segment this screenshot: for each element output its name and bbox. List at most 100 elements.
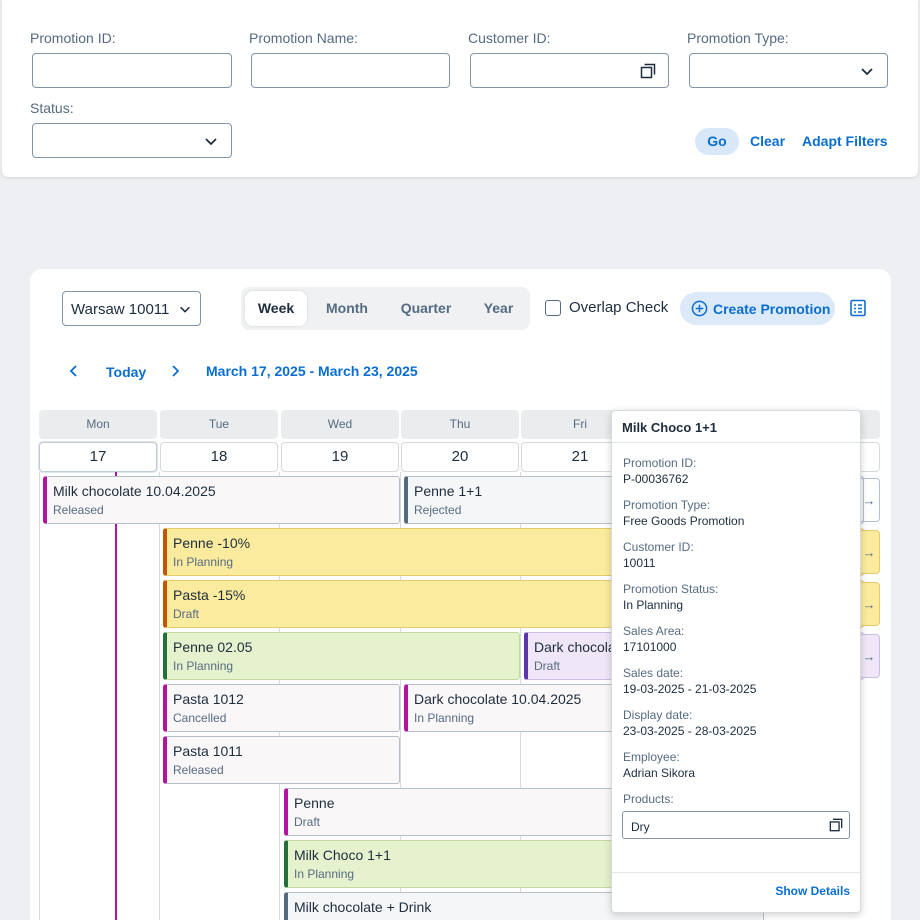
promotion-type-label: Promotion Type: <box>687 30 789 46</box>
event-status: Rejected <box>414 503 462 517</box>
promotion-details-popover: Milk Choco 1+1 Promotion ID: P-00036762 … <box>611 410 861 913</box>
grid-line <box>400 472 401 920</box>
promotion-name-label: Promotion Name: <box>249 30 358 46</box>
event-status: In Planning <box>173 555 234 569</box>
view-switcher: Week Month Quarter Year <box>241 287 530 330</box>
go-button[interactable]: Go <box>695 128 739 155</box>
promotion-status-label: Promotion Status: <box>623 582 719 596</box>
products-input[interactable]: Dry <box>622 811 850 839</box>
current-time-line <box>115 472 117 920</box>
promotion-event[interactable]: Pasta 1011 Released <box>163 736 400 784</box>
day-number-18[interactable]: 18 <box>160 442 278 472</box>
event-status: Released <box>173 763 224 777</box>
customer-id-label: Customer ID: <box>468 30 551 46</box>
day-number-17[interactable]: 17 <box>39 442 157 472</box>
event-name: Penne -10% <box>173 535 251 551</box>
chevron-right-icon[interactable] <box>169 365 181 377</box>
divider <box>612 442 860 443</box>
event-name: Milk chocolate + Drink <box>294 899 432 915</box>
sales-date-value: 19-03-2025 - 21-03-2025 <box>623 682 757 696</box>
view-week[interactable]: Week <box>245 291 307 326</box>
day-header-thu: Thu <box>401 410 519 439</box>
chevron-left-icon[interactable] <box>68 365 80 377</box>
customer-id-value: 10011 <box>623 556 656 570</box>
promotion-type-label: Promotion Type: <box>623 498 711 512</box>
event-name: Penne <box>294 795 335 811</box>
adapt-filters-button[interactable]: Adapt Filters <box>802 133 888 149</box>
event-status: In Planning <box>173 659 234 673</box>
event-status: Cancelled <box>173 711 227 725</box>
continues-arrow-icon: → <box>859 478 880 522</box>
view-year[interactable]: Year <box>483 300 514 316</box>
day-header-tue: Tue <box>160 410 278 439</box>
event-status: In Planning <box>414 711 475 725</box>
promotion-id-label: Promotion ID: <box>30 30 116 46</box>
event-status: In Planning <box>294 867 355 881</box>
status-select[interactable] <box>32 123 232 158</box>
event-name: Milk Choco 1+1 <box>294 847 391 863</box>
day-header-wed: Wed <box>281 410 399 439</box>
continues-arrow-icon: → <box>859 634 880 678</box>
location-select[interactable]: Warsaw 10011 <box>62 291 201 326</box>
add-circle-icon <box>691 300 708 317</box>
day-number-19[interactable]: 19 <box>281 442 399 472</box>
grid-line <box>159 472 160 920</box>
grid-line <box>39 472 40 920</box>
continues-arrow-icon: → <box>859 530 880 574</box>
overlap-check-checkbox[interactable] <box>545 300 561 316</box>
promotion-type-select[interactable] <box>689 53 888 88</box>
value-help-icon[interactable] <box>829 818 843 832</box>
customer-id-input[interactable] <box>470 53 669 88</box>
clear-button[interactable]: Clear <box>750 133 786 149</box>
event-name: Dark chocolate 10.04.2025 <box>414 691 582 707</box>
event-status: Draft <box>534 659 561 673</box>
event-name: Pasta -15% <box>173 587 246 603</box>
employee-value: Adrian Sikora <box>623 766 696 780</box>
today-button[interactable]: Today <box>106 364 147 380</box>
create-promotion-button[interactable]: Create Promotion <box>680 292 835 325</box>
products-label: Products: <box>623 792 674 806</box>
event-name: Pasta 1012 <box>173 691 244 707</box>
overlap-check-label[interactable]: Overlap Check <box>569 299 669 316</box>
promotion-id-input[interactable] <box>32 53 232 88</box>
display-date-value: 23-03-2025 - 28-03-2025 <box>623 724 757 738</box>
event-status: Released <box>53 503 104 517</box>
chevron-down-icon <box>205 138 217 146</box>
promotion-name-input[interactable] <box>251 53 450 88</box>
continues-arrow-icon: → <box>859 582 880 626</box>
promotion-event[interactable]: Milk chocolate 10.04.2025 Released <box>43 476 400 524</box>
view-quarter[interactable]: Quarter <box>400 300 452 316</box>
customer-id-label: Customer ID: <box>623 540 694 554</box>
event-name: Dark chocolate <box>534 639 628 655</box>
promotion-status-value: In Planning <box>623 598 684 612</box>
show-details-link[interactable]: Show Details <box>775 884 850 898</box>
day-number-20[interactable]: 20 <box>401 442 519 472</box>
promotion-type-value: Free Goods Promotion <box>623 514 745 528</box>
promotion-id-label: Promotion ID: <box>623 456 697 470</box>
day-header-mon: Mon <box>39 410 157 439</box>
promotion-event[interactable]: Penne 02.05 In Planning <box>163 632 520 680</box>
display-date-label: Display date: <box>623 708 693 722</box>
status-label: Status: <box>30 100 74 116</box>
sales-date-label: Sales date: <box>623 666 684 680</box>
event-status: Draft <box>294 815 321 829</box>
chevron-down-icon <box>861 68 873 76</box>
event-name: Penne 02.05 <box>173 639 253 655</box>
event-name: Pasta 1011 <box>173 743 243 759</box>
popover-title: Milk Choco 1+1 <box>622 420 717 435</box>
value-help-icon[interactable] <box>640 63 656 79</box>
legend-icon[interactable] <box>849 299 867 317</box>
sales-area-value: 17101000 <box>623 640 677 654</box>
view-month[interactable]: Month <box>326 300 368 316</box>
products-value: Dry <box>631 820 650 834</box>
promotion-id-value: P-00036762 <box>623 472 689 486</box>
event-status: Draft <box>173 607 200 621</box>
chevron-down-icon <box>180 306 190 313</box>
filter-bar: Promotion ID: Promotion Name: Customer I… <box>2 0 918 177</box>
promotion-event[interactable]: Pasta 1012 Cancelled <box>163 684 400 732</box>
divider <box>612 872 860 873</box>
location-value: Warsaw 10011 <box>71 301 170 318</box>
date-range: March 17, 2025 - March 23, 2025 <box>206 363 418 379</box>
event-name: Penne 1+1 <box>414 483 483 499</box>
sales-area-label: Sales Area: <box>623 624 685 638</box>
